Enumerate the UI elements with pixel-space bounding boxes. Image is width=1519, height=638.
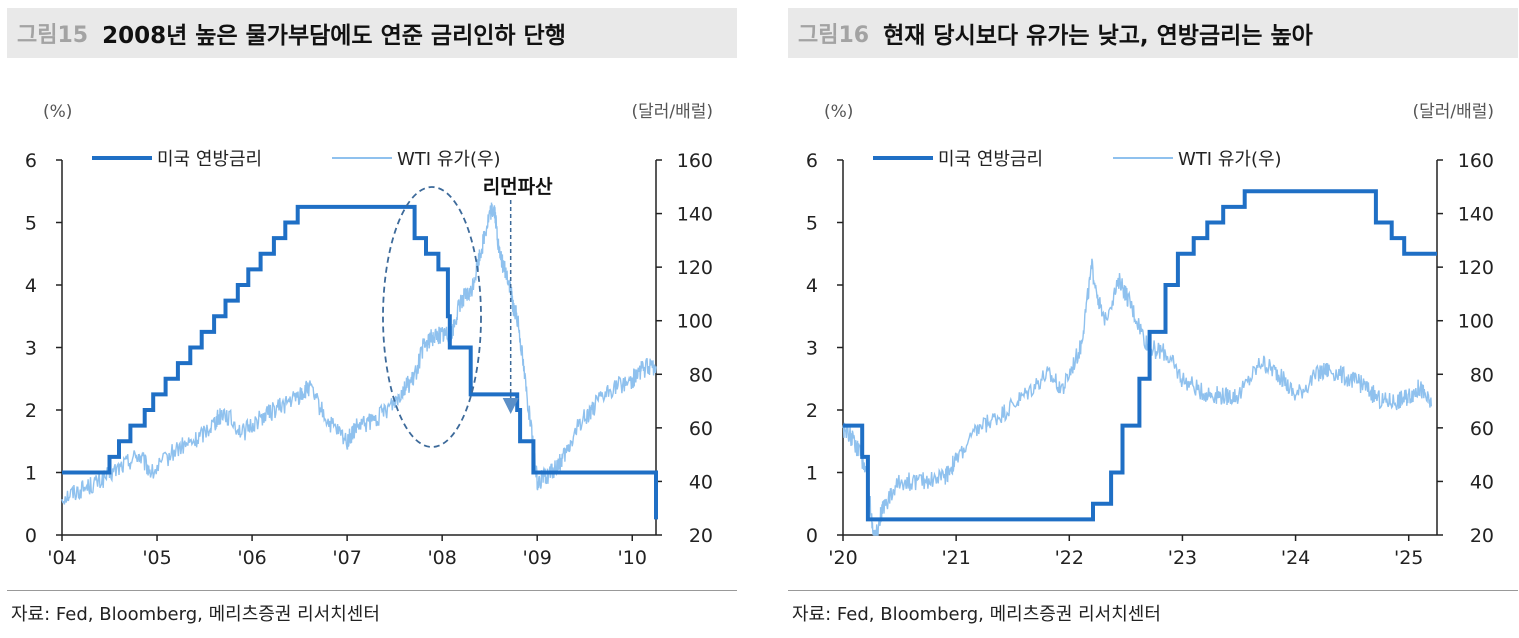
figure-16-source: 자료: Fed, Bloomberg, 메리츠증권 리서치센터 (792, 604, 1161, 625)
right-y-tick-label: 140 (677, 204, 713, 226)
right-y-tick-label: 60 (1470, 418, 1494, 440)
figure-15-panel: 그림15 2008년 높은 물가부담에도 연준 금리인하 단행 (%) (달러/배… (7, 0, 737, 638)
fed-funds-rate-line (62, 204, 658, 520)
left-y-tick-label: 6 (806, 150, 818, 172)
lehman-label: 리먼파산 (483, 176, 553, 198)
legend-rate-label: 미국 연방금리 (938, 149, 1043, 170)
left-y-tick-label: 5 (25, 213, 37, 235)
fed-funds-rate-line (843, 189, 1437, 522)
x-tick-label: '20 (828, 547, 857, 569)
legend-wti-label: WTI 유가(우) (1178, 149, 1282, 170)
figure-16-label: 그림16 (798, 23, 870, 48)
left-y-tick-label: 0 (25, 525, 37, 547)
right-y-tick-label: 80 (689, 364, 713, 386)
right-y-tick-label: 20 (689, 525, 713, 547)
figure-16-panel: 그림16 현재 당시보다 유가는 낮고, 연방금리는 높아 (%) (달러/배럴)… (788, 0, 1518, 638)
right-y-tick-label: 40 (1470, 471, 1494, 493)
x-tick-label: '05 (142, 547, 171, 569)
figure-15-chart: (%) (달러/배럴) 0 1 2 3 4 5 6 20 40 60 80 100 120 140 160 '04… (25, 102, 713, 569)
figure-15-title: 2008년 높은 물가부담에도 연준 금리인하 단행 (102, 23, 566, 49)
x-tick-label: '07 (332, 547, 361, 569)
right-y-tick-label: 160 (677, 150, 713, 172)
left-y-tick-label: 0 (806, 525, 818, 547)
left-y-tick-label: 1 (25, 463, 37, 485)
figure-15-source: 자료: Fed, Bloomberg, 메리츠증권 리서치센터 (11, 604, 380, 625)
legend-rate-label: 미국 연방금리 (157, 149, 262, 170)
right-y-tick-label: 100 (677, 311, 713, 333)
right-y-tick-label: 80 (1470, 364, 1494, 386)
right-y-tick-label: 120 (1458, 257, 1494, 279)
figure-15-title-bar: 그림15 2008년 높은 물가부담에도 연준 금리인하 단행 (7, 8, 737, 58)
left-y-tick-label: 4 (806, 275, 818, 297)
dashed-ellipse-annotation (382, 186, 482, 448)
x-tick-label: '21 (941, 547, 970, 569)
left-y-tick-label: 5 (806, 213, 818, 235)
x-tick-label: '08 (427, 547, 456, 569)
figure-15-source-divider (7, 590, 737, 591)
left-y-tick-label: 6 (25, 150, 37, 172)
left-y-tick-label: 3 (806, 338, 818, 360)
figure-15-label: 그림15 (17, 23, 89, 48)
wti-oil-line (61, 202, 657, 505)
lehman-arrow-head (502, 398, 519, 414)
right-y-tick-label: 100 (1458, 311, 1494, 333)
right-unit-label: (달러/배럴) (1412, 102, 1494, 122)
x-tick-label: '22 (1055, 547, 1084, 569)
figure-16-chart: (%) (달러/배럴) 0 1 2 3 4 5 6 20 40 60 80 100 120 140 160 '20… (806, 102, 1494, 569)
right-y-tick-label: 160 (1458, 150, 1494, 172)
x-tick-label: '23 (1168, 547, 1197, 569)
right-y-tick-label: 40 (689, 471, 713, 493)
left-y-tick-label: 3 (25, 338, 37, 360)
x-tick-label: '04 (47, 547, 76, 569)
x-tick-label: '09 (522, 547, 551, 569)
left-unit-label: (%) (43, 102, 72, 122)
right-y-tick-label: 120 (677, 257, 713, 279)
left-y-tick-label: 2 (25, 400, 37, 422)
right-y-tick-label: 140 (1458, 204, 1494, 226)
legend-wti-label: WTI 유가(우) (397, 149, 501, 170)
right-y-tick-label: 60 (689, 418, 713, 440)
right-y-tick-label: 20 (1470, 525, 1494, 547)
figure-16-title-bar: 그림16 현재 당시보다 유가는 낮고, 연방금리는 높아 (788, 8, 1518, 58)
right-unit-label: (달러/배럴) (631, 102, 713, 122)
left-y-tick-label: 1 (806, 463, 818, 485)
wti-oil-line (842, 258, 1432, 536)
x-tick-label: '25 (1394, 547, 1423, 569)
figure-16-title: 현재 당시보다 유가는 낮고, 연방금리는 높아 (883, 23, 1313, 49)
left-unit-label: (%) (824, 102, 853, 122)
left-y-tick-label: 4 (25, 275, 37, 297)
left-y-tick-label: 2 (806, 400, 818, 422)
x-tick-label: '24 (1281, 547, 1310, 569)
x-tick-label: '10 (618, 547, 647, 569)
figure-16-source-divider (788, 590, 1518, 591)
x-tick-label: '06 (237, 547, 266, 569)
